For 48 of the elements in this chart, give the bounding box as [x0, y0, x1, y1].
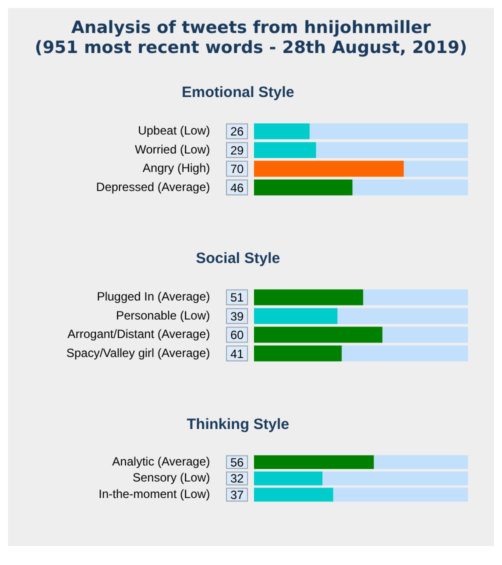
- bar: [352, 180, 468, 196]
- y-tick-label: Sensory (Low): [132, 470, 210, 485]
- chart-subtitle: Thinking Style: [186, 416, 290, 434]
- y-tick-label: Depressed (Average): [96, 180, 210, 194]
- bar: [254, 326, 382, 343]
- bar: [363, 289, 468, 306]
- bar: [342, 346, 468, 362]
- y-tick-label: Angry (High): [142, 161, 210, 176]
- data-label: 37: [230, 488, 244, 502]
- data-label: 56: [230, 455, 244, 470]
- bar: [254, 471, 322, 486]
- chart-subtitle: Emotional Style: [182, 84, 294, 102]
- data-label: 29: [230, 143, 244, 158]
- chart-title: Analysis of tweets from hnijohnmiller (951 most recent words - 28th August, 2019): [34, 18, 468, 58]
- bar: [254, 289, 364, 306]
- y-tick-label: Analytic (Average): [112, 454, 210, 468]
- y-tick-label: In-the-moment (Low): [98, 486, 210, 501]
- bar: [404, 160, 468, 177]
- chart-subtitle: Social Style: [196, 250, 280, 268]
- bar: [337, 308, 468, 324]
- y-tick-label: Arrogant/Distant (Average): [67, 327, 210, 342]
- data-label: 32: [230, 472, 244, 486]
- bar: [310, 123, 468, 140]
- bar: [254, 346, 342, 362]
- bar: [374, 455, 468, 470]
- data-label: 51: [230, 290, 244, 305]
- bar: [322, 471, 468, 486]
- y-tick-label: Personable (Low): [116, 308, 210, 322]
- bar: [382, 326, 468, 343]
- bar: [254, 308, 338, 324]
- data-label: 41: [230, 346, 244, 361]
- data-label: 46: [230, 180, 244, 195]
- y-tick-label: Worried (Low): [134, 142, 210, 156]
- y-tick-label: Spacy/Valley girl (Average): [66, 346, 210, 360]
- bar: [254, 455, 374, 470]
- bar: [254, 123, 310, 140]
- bar: [254, 488, 334, 502]
- data-label: 60: [230, 328, 244, 342]
- data-label: 26: [230, 124, 244, 139]
- bar: [254, 160, 404, 177]
- data-label: 39: [230, 309, 244, 324]
- bar: [254, 180, 352, 196]
- y-tick-label: Upbeat (Low): [138, 124, 210, 138]
- bar: [333, 488, 468, 502]
- bar: [316, 142, 468, 158]
- data-label: 70: [230, 162, 244, 176]
- bar: [254, 142, 316, 158]
- y-tick-label: Plugged In (Average): [96, 290, 210, 304]
